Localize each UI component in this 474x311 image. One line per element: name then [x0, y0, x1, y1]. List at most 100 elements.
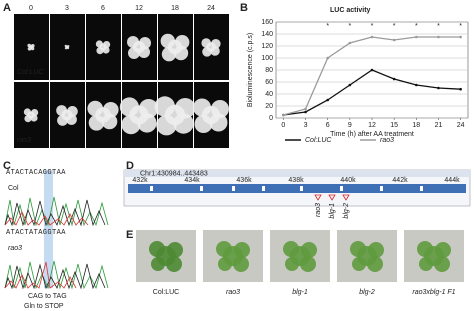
plant-label: Col:LUC [153, 289, 179, 296]
seedling [23, 108, 31, 116]
x-tick-label: 12 [368, 122, 376, 129]
y-tick-label: 120 [261, 43, 273, 50]
point [348, 41, 352, 45]
seedling [30, 114, 38, 122]
plant-label: blg-1 [292, 289, 308, 296]
y-tick-label: 60 [265, 79, 273, 86]
seedling [139, 37, 151, 49]
intron [380, 186, 383, 191]
seedling [137, 113, 157, 133]
allele-marker [314, 194, 322, 201]
rosette [434, 256, 450, 272]
y-tick-label: 100 [261, 55, 273, 62]
y-tick-label: 0 [269, 115, 273, 122]
rosette [301, 242, 317, 258]
panel-label: A [3, 2, 11, 14]
annotation: * [348, 23, 351, 30]
sequence: ATACTACAGGTAA [6, 169, 66, 177]
intron [420, 186, 423, 191]
point [304, 107, 307, 111]
seedling [202, 47, 212, 57]
point [437, 86, 440, 90]
scale-label: 434k [184, 177, 200, 184]
rosette [419, 257, 433, 271]
chromatogram [4, 211, 89, 226]
seedling [128, 47, 140, 59]
legend-label: rao3 [380, 137, 394, 144]
intron [200, 186, 203, 191]
intron [232, 186, 235, 191]
time-label: 3 [65, 5, 69, 12]
sample-label: rao3 [8, 245, 22, 252]
seedling [30, 46, 35, 51]
intron [150, 186, 153, 191]
intron [300, 186, 303, 191]
point [370, 68, 374, 72]
panel-label: C [3, 160, 11, 172]
seedling [211, 39, 221, 49]
seedling [210, 46, 220, 56]
point [392, 38, 396, 42]
x-tick-label: 9 [348, 122, 352, 129]
time-label: 12 [135, 5, 143, 12]
rosette [234, 242, 250, 258]
x-tick-label: 21 [435, 122, 443, 129]
seedling [156, 115, 177, 136]
rosette [167, 242, 183, 258]
seedling [31, 44, 35, 48]
x-tick-label: 15 [390, 122, 398, 129]
scale-label: 432k [132, 177, 148, 184]
point [459, 87, 462, 91]
scale-label: 438k [288, 177, 304, 184]
seedling [161, 47, 177, 62]
annotation: * [415, 23, 418, 30]
rosette [352, 257, 366, 271]
gene-model [128, 184, 466, 193]
x-tick-label: 0 [281, 122, 285, 129]
rosette [283, 241, 299, 257]
rosette [285, 257, 299, 271]
row-label: rao3 [17, 137, 31, 144]
point [282, 113, 285, 117]
rosette [218, 257, 232, 271]
y-tick-label: 20 [265, 103, 273, 110]
point [392, 77, 396, 81]
point [459, 35, 462, 39]
chromatogram [4, 199, 106, 227]
plant-label: rao3 [226, 289, 240, 296]
seedling [193, 98, 211, 117]
highlight [44, 170, 53, 288]
seedling [119, 97, 139, 117]
seedling [95, 40, 103, 48]
seedling [64, 47, 68, 50]
chart-title: LUC activity [330, 7, 371, 14]
seedling [103, 102, 119, 118]
plant-label: blg-2 [359, 289, 375, 296]
annotation: * [437, 23, 440, 30]
rosette [166, 256, 182, 272]
seedling [127, 36, 139, 48]
seedling [138, 46, 150, 58]
seedling [101, 113, 118, 130]
annotation: * [393, 23, 396, 30]
seedling [66, 46, 70, 50]
row-label: Col:LUC [17, 69, 44, 76]
seedling [175, 98, 196, 119]
seedling [57, 115, 68, 126]
time-label: 18 [171, 5, 179, 12]
panel-label: B [240, 2, 248, 14]
plant-label: rao3xblg-1 F1 [412, 289, 455, 296]
annotation: * [326, 23, 329, 30]
seedling [27, 43, 32, 48]
effect: Gln to STOP [24, 303, 64, 310]
annotation: * [459, 23, 462, 30]
point [326, 98, 329, 102]
rosette [435, 242, 451, 258]
seedling [67, 106, 78, 117]
seedling [56, 105, 67, 116]
browser-header [124, 170, 470, 177]
seedling [64, 44, 68, 48]
x-tick-label: 24 [457, 122, 465, 129]
seedling [173, 45, 189, 61]
rosette [368, 242, 384, 258]
